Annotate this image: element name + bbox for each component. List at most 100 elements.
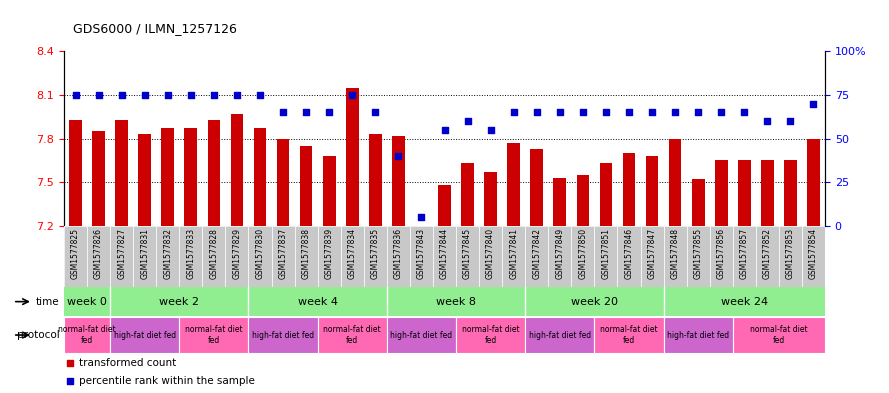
Text: GSM1577841: GSM1577841 (509, 228, 518, 279)
Bar (364, 226, 387, 287)
Text: normal-fat diet
fed: normal-fat diet fed (750, 325, 808, 345)
Bar (525, 226, 549, 287)
Text: GSM1577830: GSM1577830 (255, 228, 265, 279)
Bar (387, 226, 410, 287)
Bar (207, 119, 220, 226)
Bar (110, 226, 133, 287)
Bar (64, 226, 87, 287)
Text: GSM1577837: GSM1577837 (278, 228, 287, 279)
Bar (116, 119, 128, 226)
Text: GSM1577857: GSM1577857 (740, 228, 749, 279)
Text: high-fat diet fed: high-fat diet fed (390, 331, 453, 340)
Text: high-fat diet fed: high-fat diet fed (667, 331, 729, 340)
Point (783, 118, 797, 124)
Bar (92, 131, 105, 226)
Bar (203, 226, 226, 287)
Point (461, 118, 475, 124)
Text: GSM1577844: GSM1577844 (440, 228, 449, 279)
Text: high-fat diet fed: high-fat diet fed (114, 331, 176, 340)
Text: GDS6000 / ILMN_1257126: GDS6000 / ILMN_1257126 (73, 22, 236, 35)
Bar (87, 226, 110, 287)
Point (691, 109, 705, 116)
Bar (479, 226, 502, 287)
Bar (276, 139, 290, 226)
Point (207, 92, 221, 98)
Text: GSM1577826: GSM1577826 (94, 228, 103, 279)
Bar (249, 317, 317, 353)
Bar (645, 156, 659, 226)
Point (299, 109, 313, 116)
Text: GSM1577843: GSM1577843 (417, 228, 426, 279)
Text: GSM1577847: GSM1577847 (647, 228, 657, 279)
Text: GSM1577828: GSM1577828 (210, 228, 219, 279)
Text: GSM1577853: GSM1577853 (786, 228, 795, 279)
Point (345, 92, 359, 98)
Text: GSM1577829: GSM1577829 (232, 228, 242, 279)
Bar (715, 160, 727, 226)
Bar (456, 317, 525, 353)
Bar (531, 149, 543, 226)
Text: GSM1577833: GSM1577833 (187, 228, 196, 279)
Bar (185, 129, 197, 226)
Text: GSM1577832: GSM1577832 (164, 228, 172, 279)
Point (737, 109, 751, 116)
Bar (502, 226, 525, 287)
Text: GSM1577856: GSM1577856 (717, 228, 725, 279)
Bar (226, 226, 249, 287)
Bar (180, 226, 203, 287)
Bar (461, 163, 474, 226)
Point (92, 92, 106, 98)
Bar (709, 226, 733, 287)
Bar (253, 129, 267, 226)
Text: week 4: week 4 (298, 297, 338, 307)
Bar (346, 88, 358, 226)
Bar (622, 153, 636, 226)
Bar (618, 226, 640, 287)
Text: GSM1577850: GSM1577850 (579, 228, 588, 279)
Bar (595, 226, 618, 287)
Bar (392, 136, 404, 226)
Point (668, 109, 682, 116)
Bar (779, 226, 802, 287)
Text: GSM1577854: GSM1577854 (809, 228, 818, 279)
Point (553, 109, 567, 116)
Text: GSM1577846: GSM1577846 (624, 228, 634, 279)
Point (322, 109, 336, 116)
Text: protocol: protocol (17, 330, 60, 340)
Text: GSM1577839: GSM1577839 (324, 228, 333, 279)
Bar (572, 226, 595, 287)
Bar (577, 175, 589, 226)
Text: GSM1577834: GSM1577834 (348, 228, 356, 279)
Text: transformed count: transformed count (79, 358, 177, 368)
Bar (369, 134, 381, 226)
Point (645, 109, 659, 116)
Point (138, 92, 152, 98)
Bar (686, 226, 709, 287)
Bar (595, 317, 663, 353)
Bar (323, 156, 335, 226)
Bar (802, 226, 825, 287)
Bar (599, 163, 613, 226)
Bar (692, 179, 704, 226)
Point (68, 92, 83, 98)
Text: week 8: week 8 (436, 297, 476, 307)
Point (484, 127, 498, 133)
Point (576, 109, 590, 116)
Bar (761, 160, 773, 226)
Text: GSM1577840: GSM1577840 (486, 228, 495, 279)
Text: week 2: week 2 (159, 297, 199, 307)
Text: normal-fat diet
fed: normal-fat diet fed (185, 325, 243, 345)
Bar (180, 317, 249, 353)
Text: GSM1577836: GSM1577836 (394, 228, 403, 279)
Bar (554, 178, 566, 226)
Text: normal-fat diet
fed: normal-fat diet fed (324, 325, 381, 345)
Bar (410, 226, 433, 287)
Point (252, 92, 267, 98)
Bar (733, 317, 825, 353)
Bar (317, 226, 340, 287)
Point (391, 153, 405, 159)
Bar (549, 226, 572, 287)
Text: GSM1577852: GSM1577852 (763, 228, 772, 279)
Point (414, 214, 428, 220)
Text: normal-fat diet
fed: normal-fat diet fed (461, 325, 519, 345)
